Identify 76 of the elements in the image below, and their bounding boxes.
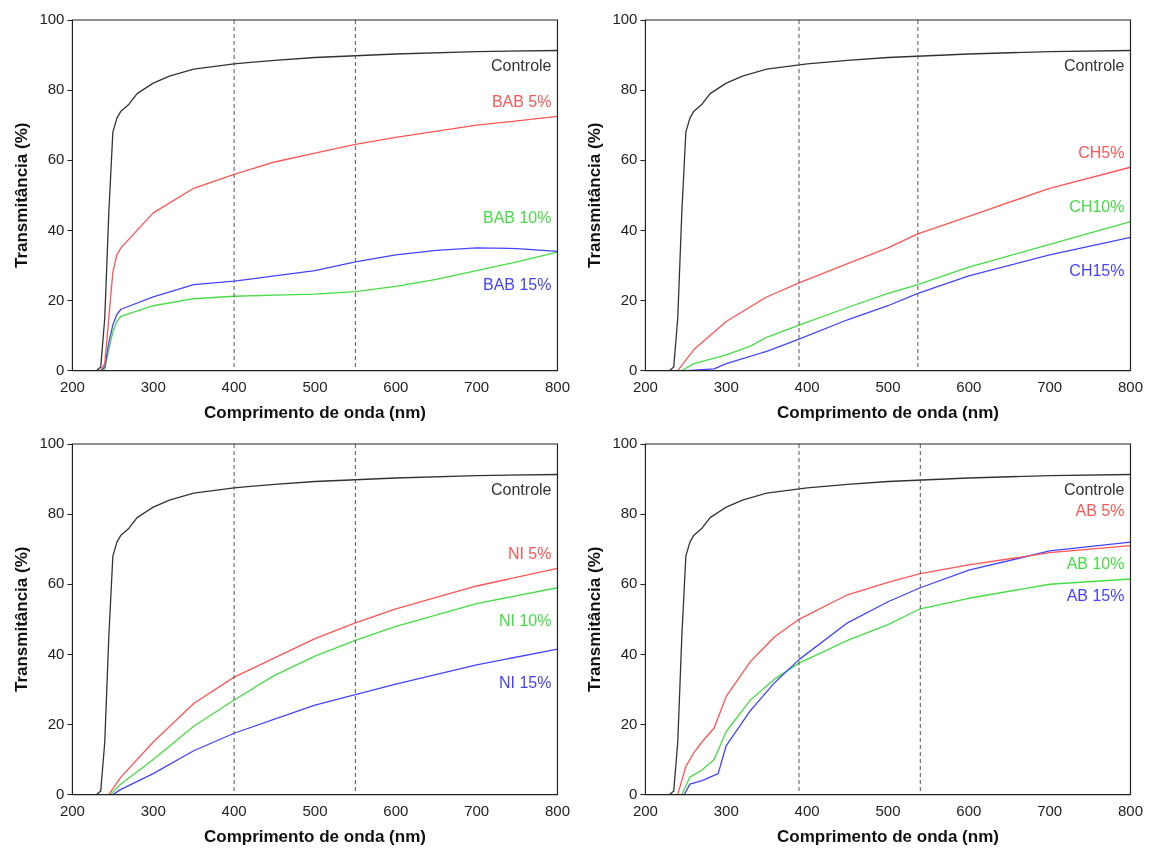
x-tick-label: 300 xyxy=(140,377,166,395)
y-tick-label: 80 xyxy=(47,504,65,522)
x-tick-label: 200 xyxy=(59,801,85,819)
x-tick-label: 700 xyxy=(464,377,490,395)
y-tick-label: 80 xyxy=(620,504,638,522)
x-tick-label: 500 xyxy=(875,377,901,395)
series-label: AB 10% xyxy=(1066,555,1125,573)
series-label: NI 10% xyxy=(499,612,552,630)
series-label: Controle xyxy=(1064,480,1125,498)
y-tick-label: 60 xyxy=(620,574,638,592)
y-tick-label: 80 xyxy=(620,80,638,98)
y-tick-label: 60 xyxy=(47,574,65,592)
y-tick-label: 40 xyxy=(47,644,65,662)
x-tick-label: 800 xyxy=(1117,377,1143,395)
x-tick-label: 400 xyxy=(794,377,820,395)
series-label: CH5% xyxy=(1078,143,1125,161)
x-axis-title: Comprimento de onda (nm) xyxy=(203,827,426,847)
y-tick-label: 40 xyxy=(620,220,638,238)
y-tick-label: 100 xyxy=(39,434,65,452)
y-axis-title: Transmitância (%) xyxy=(11,546,31,693)
x-tick-label: 500 xyxy=(875,801,901,819)
y-tick-label: 0 xyxy=(56,784,65,802)
y-tick-label: 40 xyxy=(47,220,65,238)
x-axis-title: Comprimento de onda (nm) xyxy=(776,827,999,847)
y-tick-label: 60 xyxy=(47,150,65,168)
y-tick-label: 20 xyxy=(47,290,65,308)
series-label: Controle xyxy=(491,480,552,498)
x-tick-label: 300 xyxy=(713,801,739,819)
x-tick-label: 600 xyxy=(956,801,982,819)
y-tick-label: 100 xyxy=(612,10,638,28)
x-tick-label: 400 xyxy=(221,377,247,395)
y-tick-label: 60 xyxy=(620,150,638,168)
x-axis-title: Comprimento de onda (nm) xyxy=(203,403,426,423)
x-tick-label: 200 xyxy=(59,377,85,395)
x-tick-label: 500 xyxy=(302,377,328,395)
x-tick-label: 500 xyxy=(302,801,328,819)
series-label: BAB 5% xyxy=(491,92,552,110)
y-axis-title: Transmitância (%) xyxy=(11,122,31,269)
series-label: Controle xyxy=(491,56,552,74)
series-label: AB 5% xyxy=(1075,502,1125,520)
y-axis-title: Transmitância (%) xyxy=(584,546,604,693)
y-tick-label: 0 xyxy=(56,360,65,378)
series-label: Controle xyxy=(1064,56,1125,74)
x-tick-label: 700 xyxy=(1037,377,1063,395)
series-label: CH15% xyxy=(1069,261,1125,279)
x-tick-label: 300 xyxy=(140,801,166,819)
y-tick-label: 40 xyxy=(620,644,638,662)
x-tick-label: 400 xyxy=(794,801,820,819)
x-tick-label: 400 xyxy=(221,801,247,819)
y-tick-label: 20 xyxy=(620,714,638,732)
series-label: NI 15% xyxy=(499,673,552,691)
x-tick-label: 200 xyxy=(632,377,658,395)
text: AB 15% xyxy=(1066,586,1125,604)
series-label: CH10% xyxy=(1069,198,1125,215)
x-tick-label: 200 xyxy=(632,801,658,819)
x-tick-label: 700 xyxy=(464,801,490,819)
series-label: BAB 15% xyxy=(483,275,552,293)
y-tick-label: 100 xyxy=(612,434,638,452)
series-label: BAB 10% xyxy=(483,208,552,226)
x-tick-label: 600 xyxy=(956,377,982,395)
series-label: NI 5% xyxy=(507,544,552,562)
y-tick-label: 0 xyxy=(629,360,638,378)
x-tick-label: 600 xyxy=(383,801,409,819)
y-axis-title: Transmitância (%) xyxy=(584,122,604,269)
y-tick-label: 20 xyxy=(620,290,638,308)
y-tick-label: 100 xyxy=(39,10,65,28)
y-tick-label: 20 xyxy=(47,714,65,732)
y-tick-label: 0 xyxy=(629,784,638,802)
x-axis-title: Comprimento de onda (nm) xyxy=(776,403,999,423)
x-tick-label: 600 xyxy=(383,377,409,395)
y-tick-label: 80 xyxy=(47,80,65,98)
x-tick-label: 800 xyxy=(1117,801,1143,819)
x-tick-label: 300 xyxy=(713,377,739,395)
x-tick-label: 800 xyxy=(544,377,570,395)
x-tick-label: 800 xyxy=(544,801,570,819)
x-tick-label: 700 xyxy=(1037,801,1063,819)
